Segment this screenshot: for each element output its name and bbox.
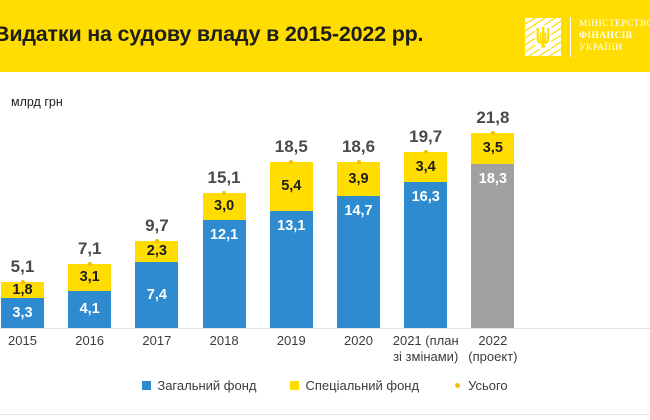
bar-segment-general-fund[interactable]: 13,1 (269, 210, 313, 328)
x-axis-tick-line-1: 2020 (344, 333, 373, 348)
legend-square-icon (142, 381, 152, 390)
chart-baseline (0, 328, 650, 329)
x-axis-labels: 2015 2016 2017 2018 2019 2020 2021 (план зі змі… (0, 333, 650, 373)
bar-group[interactable]: 14,7 3,9 18,6 (337, 137, 380, 328)
total-marker-dot-icon (356, 159, 361, 164)
bar-segment-value: 1,8 (12, 282, 33, 299)
bar-segment-value: 18,3 (478, 171, 507, 188)
bar-total-label: 15,1 (207, 167, 241, 187)
bar-segment-value: 4,1 (79, 301, 100, 318)
bar-total-label: 21,8 (476, 107, 510, 127)
legend-item[interactable]: Загальний фонд (142, 378, 256, 393)
x-axis-tick-line-1: 2015 (8, 333, 37, 348)
legend-dot-icon (455, 383, 461, 388)
bar-segment-special-fund[interactable]: 5,4 (269, 162, 313, 211)
total-marker-dot-icon (87, 261, 92, 266)
bar-segment-special-fund[interactable]: 3,0 (202, 192, 246, 220)
logo-line-3: УКРАЇНИ (578, 42, 623, 53)
bar-segment-special-fund[interactable]: 2,3 (135, 241, 179, 262)
chart-plot-area: 3,3 1,8 5,1 4,1 3,1 7,1 7,4 2,3 9,7 12,1 3,0 15,1 13… (0, 80, 650, 330)
logo-line-1: МІНІСТЕРСТВО (578, 19, 650, 30)
x-axis-tick-line-2: (проект) (468, 349, 518, 365)
total-marker-dot-icon (289, 160, 294, 165)
bar-segment-value: 16,3 (411, 189, 440, 206)
x-axis-tick-label: 2018 (185, 333, 263, 349)
logo-line-2: ФІНАНСІВ (578, 31, 633, 42)
total-marker-dot-icon (423, 149, 428, 154)
bar-group[interactable]: 4,1 3,1 7,1 (68, 239, 112, 328)
chart-legend: Загальний фонд Спеціальний фонд Усього (0, 378, 650, 393)
bar-group[interactable]: 12,1 3,0 15,1 (202, 168, 246, 328)
total-marker-dot-icon (222, 190, 227, 195)
legend-label: Загальний фонд (157, 378, 257, 393)
bar-segment-value: 13,1 (277, 217, 306, 234)
bar-segment-general-fund[interactable]: 3,3 (1, 298, 44, 328)
ministry-logo: МІНІСТЕРСТВО ФІНАНСІВ УКРАЇНИ (522, 14, 650, 60)
total-marker-dot-icon (490, 130, 495, 135)
bar-segment-general-fund[interactable]: 16,3 (404, 182, 448, 328)
x-axis-tick-line-1: 2018 (209, 333, 239, 348)
x-axis-tick-line-1: 2017 (142, 333, 172, 348)
bar-group[interactable]: 18,3 3,5 21,8 (471, 108, 515, 328)
bar-segment-special-fund[interactable]: 3,4 (404, 151, 448, 183)
x-axis-tick-label: 2019 (252, 333, 330, 349)
bar-group[interactable]: 16,3 3,4 19,7 (404, 127, 448, 328)
bar-segment-value: 7,4 (146, 286, 167, 303)
total-marker-dot-icon (154, 239, 159, 244)
legend-item[interactable]: Усього (453, 378, 508, 393)
x-axis-tick-label: 2016 (51, 333, 129, 349)
legend-label: Спеціальний фонд (305, 378, 420, 393)
bar-segment-general-fund[interactable]: 7,4 (135, 261, 179, 328)
bar-segment-general-fund[interactable]: 4,1 (68, 291, 112, 328)
bar-segment-value: 3,0 (214, 198, 235, 215)
ukraine-trident-emblem-icon (522, 16, 563, 58)
y-axis-unit-label: млрд грн (11, 95, 63, 109)
bar-segment-value: 3,3 (12, 304, 33, 321)
bar-total-label: 19,7 (409, 126, 443, 146)
legend-item[interactable]: Спеціальний фонд (290, 378, 419, 393)
bar-total-label: 9,7 (145, 216, 169, 236)
logo-text: МІНІСТЕРСТВО ФІНАНСІВ УКРАЇНИ (579, 19, 650, 55)
x-axis-tick-line-1: 2022 (478, 333, 508, 348)
bar-segment-projected[interactable]: 18,3 (471, 164, 515, 328)
bar-group[interactable]: 3,3 1,8 5,1 (1, 257, 44, 328)
x-axis-tick-line-1: 2016 (75, 333, 105, 348)
x-axis-tick-label: 2015 (0, 333, 62, 349)
total-marker-dot-icon (20, 280, 25, 285)
bar-segment-general-fund[interactable]: 14,7 (337, 196, 380, 328)
bar-total-label: 18,6 (341, 136, 376, 156)
bar-group[interactable]: 7,4 2,3 9,7 (135, 216, 179, 328)
bar-total-label: 18,5 (274, 137, 308, 157)
bar-segment-special-fund[interactable]: 1,8 (1, 282, 44, 299)
x-axis-tick-line-1: 2021 (план (392, 333, 459, 348)
bar-segment-special-fund[interactable]: 3,5 (471, 132, 515, 165)
bar-total-label: 5,1 (10, 257, 35, 277)
bottom-divider (0, 414, 650, 415)
bar-segment-value: 3,4 (415, 158, 436, 175)
bar-segment-value: 3,9 (348, 170, 369, 187)
bar-segment-value: 2,3 (146, 243, 167, 260)
bar-segment-special-fund[interactable]: 3,9 (337, 161, 380, 197)
page-title: Видатки на судову владу в 2015-2022 рр. (0, 22, 424, 46)
header-band: Видатки на судову владу в 2015-2022 рр. (0, 0, 650, 72)
bar-segment-value: 14,7 (344, 203, 373, 220)
x-axis-tick-label: 2022 (проект) (454, 333, 532, 366)
bar-segment-value: 12,1 (209, 226, 239, 243)
bar-segment-value: 3,5 (482, 140, 503, 157)
legend-square-icon (290, 381, 300, 390)
bar-total-label: 7,1 (77, 238, 102, 258)
bar-segment-value: 5,4 (281, 178, 302, 195)
bar-segment-value: 3,1 (79, 269, 100, 286)
bar-group[interactable]: 13,1 5,4 18,5 (269, 137, 313, 328)
x-axis-tick-line-1: 2019 (276, 333, 306, 348)
x-axis-tick-label: 2017 (118, 333, 196, 349)
x-axis-tick-label: 2020 (320, 333, 398, 349)
x-axis-tick-label: 2021 (план зі змінами) (387, 333, 465, 366)
legend-label: Усього (468, 378, 508, 393)
x-axis-tick-line-2: зі змінами) (393, 349, 459, 365)
bar-segment-special-fund[interactable]: 3,1 (68, 263, 112, 292)
logo-divider (569, 17, 571, 57)
bar-segment-general-fund[interactable]: 12,1 (202, 219, 246, 328)
